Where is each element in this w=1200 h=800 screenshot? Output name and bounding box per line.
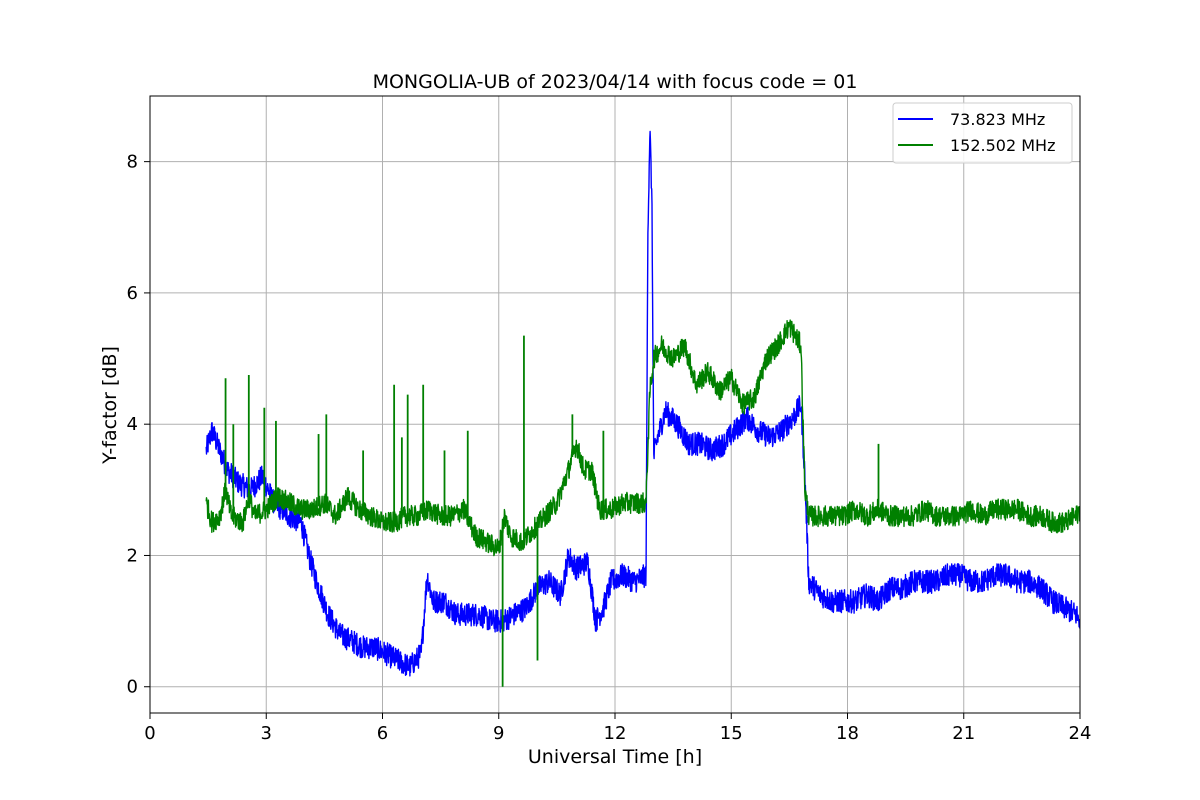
plot-area [205, 130, 1081, 687]
x-tick-label: 18 [836, 723, 859, 744]
y-axis-label: Y-factor [dB] [99, 346, 121, 465]
x-axis-label: Universal Time [h] [528, 746, 702, 768]
x-tick-label: 0 [144, 723, 155, 744]
legend-label-series-1: 73.823 MHz [950, 110, 1045, 129]
y-tick-label: 6 [127, 283, 138, 304]
grid-lines [149, 96, 1081, 713]
y-axis: 0 2 4 6 8 [127, 152, 150, 698]
y-tick-label: 8 [127, 152, 138, 173]
legend: 73.823 MHz 152.502 MHz [892, 102, 1073, 164]
series-line-1 [205, 130, 1081, 677]
x-tick-label: 24 [1069, 723, 1092, 744]
legend-label-series-2: 152.502 MHz [950, 136, 1055, 155]
x-tick-label: 3 [261, 723, 272, 744]
x-tick-label: 12 [604, 723, 627, 744]
y-tick-label: 2 [127, 545, 138, 566]
y-tick-label: 4 [127, 414, 138, 435]
x-axis: 0 3 6 9 12 15 18 21 24 [144, 713, 1091, 744]
x-tick-label: 21 [952, 723, 975, 744]
chart-title: MONGOLIA-UB of 2023/04/14 with focus cod… [373, 71, 858, 93]
x-tick-label: 6 [377, 723, 388, 744]
x-tick-label: 15 [720, 723, 743, 744]
x-tick-label: 9 [493, 723, 504, 744]
series-line-2 [205, 319, 1081, 557]
legend-box [892, 102, 1073, 164]
y-tick-label: 0 [127, 677, 138, 698]
